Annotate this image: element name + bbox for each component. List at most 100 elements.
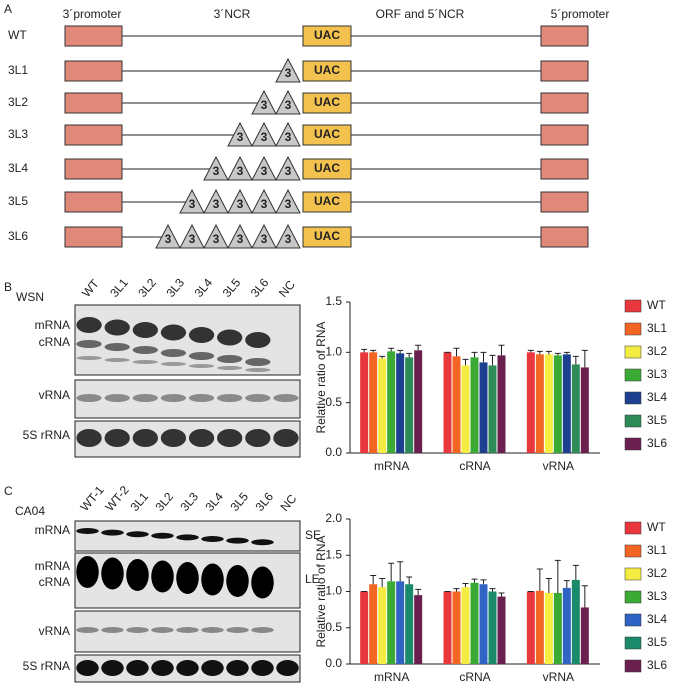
legend-swatch — [624, 299, 642, 313]
bar — [571, 579, 580, 664]
error-bar — [572, 564, 579, 580]
bar — [443, 591, 452, 664]
band — [176, 627, 199, 633]
promoter-box — [64, 158, 123, 180]
y-tick-label: 1.0 — [325, 584, 342, 598]
bar — [443, 352, 452, 453]
legend-swatch — [624, 368, 642, 382]
y-tick-label: 2.0 — [325, 511, 342, 525]
codon-box — [302, 60, 352, 82]
x-tick-label: mRNA — [374, 670, 409, 684]
error-bar — [462, 583, 469, 588]
band — [226, 537, 249, 544]
codon-box — [302, 158, 352, 180]
codon-label: UAC — [314, 63, 340, 77]
error-bar — [388, 562, 395, 582]
row-label: mRNA — [35, 318, 70, 332]
legend-swatch — [624, 414, 642, 428]
error-bar — [581, 349, 588, 368]
bar — [414, 595, 423, 664]
legend-label: 3L6 — [647, 436, 667, 450]
codon-box — [302, 226, 352, 248]
promoter-box — [64, 191, 123, 213]
error-bar — [453, 347, 460, 357]
band — [245, 394, 271, 402]
band — [188, 327, 215, 343]
repeat-label: 3 — [237, 197, 244, 211]
band — [76, 528, 99, 534]
band — [132, 394, 158, 402]
row-label: 3L1 — [8, 63, 28, 77]
band — [251, 566, 274, 599]
error-bar — [361, 348, 368, 353]
repeat-triangle — [203, 223, 229, 249]
lane-label: 3L1 — [128, 489, 152, 514]
row-label: 3L4 — [8, 161, 28, 175]
error-bar — [563, 351, 570, 355]
legend-swatch — [624, 636, 642, 650]
band — [201, 660, 224, 676]
band — [104, 429, 130, 447]
legend-swatch — [624, 590, 642, 604]
lane-label: 3L3 — [163, 275, 187, 300]
error-bar — [545, 350, 552, 355]
bar — [497, 355, 506, 453]
codon-label: UAC — [314, 95, 340, 109]
repeat-triangle — [179, 223, 205, 249]
bar — [461, 365, 470, 453]
bar — [360, 591, 369, 664]
legend-swatch — [624, 345, 642, 359]
band — [188, 394, 215, 402]
band — [151, 560, 174, 593]
error-bar — [498, 344, 505, 356]
row-label: WT — [8, 28, 27, 42]
repeat-triangle — [275, 121, 301, 147]
repeat-triangle — [155, 223, 181, 249]
band — [132, 360, 158, 364]
band — [251, 627, 274, 633]
repeat-triangle — [275, 89, 301, 115]
error-bar — [388, 347, 395, 352]
repeat-label: 3 — [285, 130, 292, 144]
codon-box — [302, 191, 352, 213]
bar — [470, 357, 479, 453]
promoter-box — [540, 226, 589, 248]
band — [251, 539, 274, 546]
band — [132, 429, 158, 447]
bar — [562, 354, 571, 453]
band — [160, 429, 187, 447]
band — [101, 627, 124, 633]
repeat-label: 3 — [189, 232, 196, 246]
legend-label: WT — [647, 520, 666, 534]
repeat-label: 3 — [285, 164, 292, 178]
repeat-label: 3 — [165, 232, 172, 246]
lane-label: 3L2 — [153, 489, 177, 514]
band — [245, 429, 271, 447]
bar — [544, 354, 553, 453]
band — [273, 429, 299, 447]
promoter-box — [540, 92, 589, 114]
codon-label: UAC — [314, 161, 340, 175]
lane-label: 3L4 — [192, 275, 216, 300]
y-tick-label: 0.5 — [325, 395, 342, 409]
legend-swatch — [624, 391, 642, 405]
lane-label: 3L5 — [220, 275, 244, 300]
band — [126, 627, 149, 633]
bar — [526, 591, 535, 664]
error-bar — [572, 355, 579, 365]
legend-swatch — [624, 544, 642, 558]
legend-swatch — [624, 613, 642, 627]
bar — [562, 587, 571, 664]
band — [104, 394, 130, 402]
band — [188, 352, 215, 360]
panel-letter: A — [4, 2, 12, 16]
codon-label: UAC — [314, 127, 340, 141]
error-bar — [397, 349, 404, 354]
x-tick-label: mRNA — [374, 459, 409, 473]
band — [76, 317, 102, 333]
bar — [414, 350, 423, 453]
legend-label: 3L3 — [647, 367, 667, 381]
error-bar — [536, 350, 543, 355]
band — [217, 366, 243, 370]
